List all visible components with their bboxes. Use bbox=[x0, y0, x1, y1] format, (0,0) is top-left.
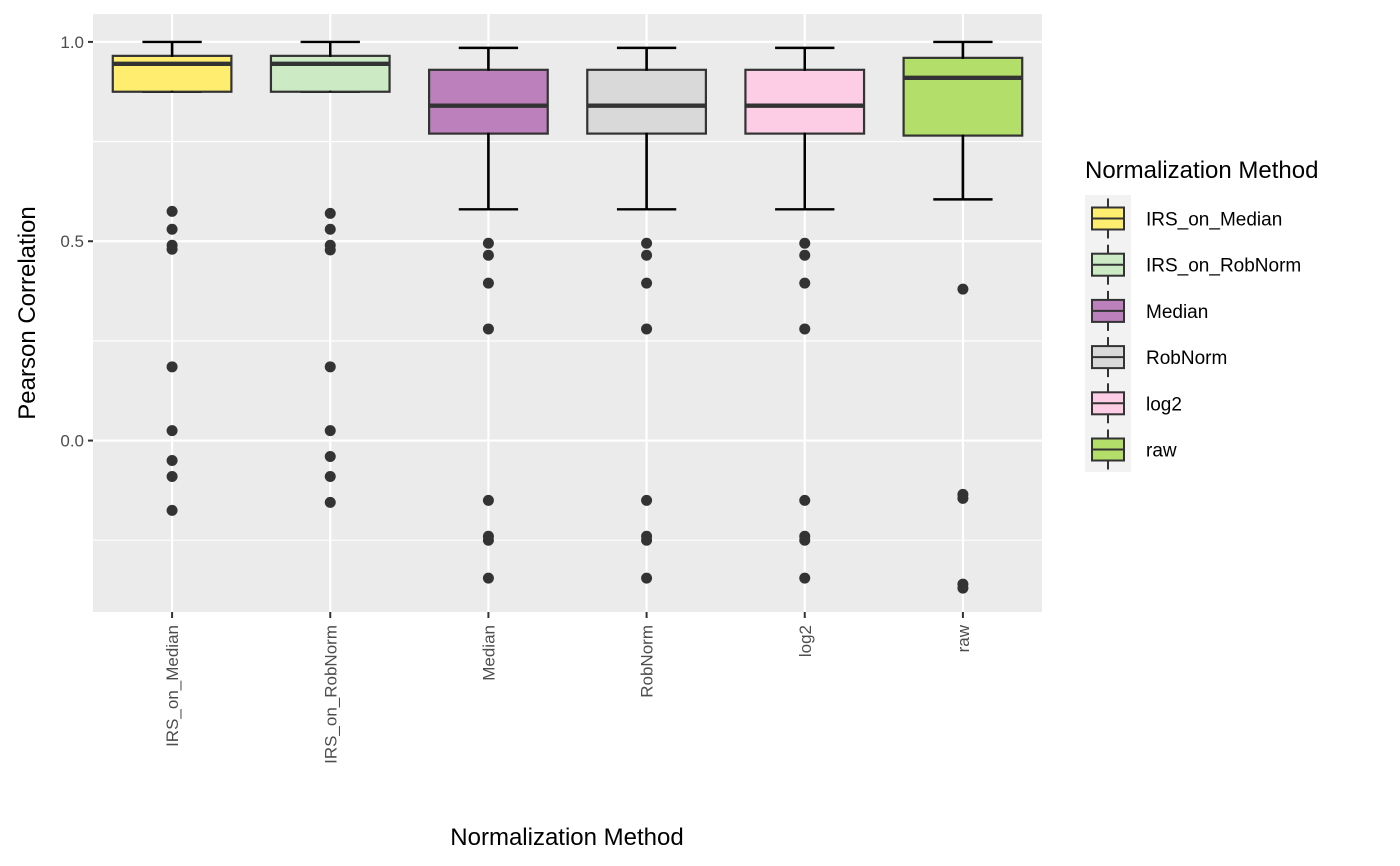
box-raw bbox=[902, 40, 1024, 594]
outlier-point bbox=[957, 283, 969, 295]
legend-item-log2: log2 bbox=[1091, 383, 1182, 424]
box-RobNorm bbox=[586, 46, 707, 584]
y-axis: 0.0 0.5 1.0 bbox=[60, 33, 93, 451]
outlier-point bbox=[641, 249, 653, 261]
outlier-point bbox=[324, 244, 336, 256]
legend-item-RobNorm: RobNorm bbox=[1091, 337, 1227, 378]
x-tick-label: IRS_on_RobNorm bbox=[321, 625, 340, 764]
y-tick-label: 0.5 bbox=[60, 232, 84, 251]
legend-item-IRS_on_Median: IRS_on_Median bbox=[1091, 198, 1282, 239]
x-tick-label: Median bbox=[479, 625, 498, 681]
y-tick-label: 1.0 bbox=[60, 33, 84, 52]
outlier-point bbox=[324, 470, 336, 482]
box-body bbox=[744, 68, 866, 135]
x-tick-label: raw bbox=[954, 624, 973, 652]
outlier-point bbox=[166, 470, 178, 482]
outlier-point bbox=[324, 207, 336, 219]
legend-label: Median bbox=[1146, 302, 1208, 323]
outlier-point bbox=[324, 451, 336, 463]
outlier-point bbox=[166, 425, 178, 437]
outlier-point bbox=[799, 494, 811, 506]
y-tick-label: 0.0 bbox=[60, 432, 84, 451]
legend-label: log2 bbox=[1146, 394, 1182, 415]
outlier-point bbox=[957, 582, 969, 594]
y-axis-title: Pearson Correlation bbox=[14, 206, 41, 419]
outlier-point bbox=[324, 223, 336, 235]
box-body bbox=[586, 68, 707, 135]
outlier-point bbox=[641, 494, 653, 506]
x-tick-label: RobNorm bbox=[638, 625, 657, 698]
outlier-point bbox=[799, 277, 811, 289]
legend-item-raw: raw bbox=[1091, 429, 1177, 470]
legend-label: RobNorm bbox=[1146, 348, 1227, 369]
box-body bbox=[269, 54, 391, 93]
outlier-point bbox=[482, 494, 494, 506]
outlier-point bbox=[641, 534, 653, 546]
box-IRS_on_Median bbox=[111, 40, 233, 516]
x-tick-label: log2 bbox=[796, 625, 815, 657]
outlier-point bbox=[166, 243, 178, 255]
plot-panel bbox=[93, 14, 1042, 612]
outlier-point bbox=[799, 534, 811, 546]
box-Median bbox=[428, 46, 549, 584]
outlier-point bbox=[799, 237, 811, 249]
outlier-point bbox=[166, 455, 178, 467]
outlier-point bbox=[482, 237, 494, 249]
outlier-point bbox=[482, 249, 494, 261]
outlier-point bbox=[641, 277, 653, 289]
legend-title: Normalization Method bbox=[1085, 157, 1318, 184]
box-IRS_on_RobNorm bbox=[269, 40, 391, 508]
outlier-point bbox=[166, 504, 178, 516]
legend-label: raw bbox=[1146, 441, 1177, 462]
outlier-point bbox=[482, 323, 494, 335]
x-axis: IRS_on_Median IRS_on_RobNorm Median RobNorm… bbox=[163, 612, 973, 764]
legend-label: IRS_on_Median bbox=[1146, 210, 1282, 231]
legend-label: IRS_on_RobNorm bbox=[1146, 256, 1301, 277]
box-body bbox=[902, 56, 1024, 137]
outlier-point bbox=[166, 361, 178, 373]
outlier-point bbox=[799, 572, 811, 584]
legend: Normalization Method IRS_on_Median IRS_on… bbox=[1085, 157, 1318, 472]
outlier-point bbox=[482, 277, 494, 289]
box-log2 bbox=[744, 46, 866, 584]
outlier-point bbox=[799, 249, 811, 261]
outlier-point bbox=[324, 361, 336, 373]
box-body bbox=[111, 54, 233, 93]
outlier-point bbox=[482, 572, 494, 584]
box-body bbox=[428, 68, 549, 135]
outlier-point bbox=[641, 572, 653, 584]
x-tick-label: IRS_on_Median bbox=[163, 625, 182, 747]
outlier-point bbox=[641, 237, 653, 249]
outlier-point bbox=[324, 496, 336, 508]
outlier-point bbox=[641, 323, 653, 335]
boxes-layer bbox=[111, 40, 1024, 594]
legend-item-IRS_on_RobNorm: IRS_on_RobNorm bbox=[1091, 244, 1301, 285]
x-axis-title: Normalization Method bbox=[450, 824, 683, 851]
outlier-point bbox=[324, 425, 336, 437]
outlier-point bbox=[957, 492, 969, 504]
outlier-point bbox=[166, 205, 178, 217]
outlier-point bbox=[482, 534, 494, 546]
outlier-point bbox=[799, 323, 811, 335]
outlier-point bbox=[166, 223, 178, 235]
legend-key-background bbox=[1085, 195, 1131, 472]
legend-item-Median: Median bbox=[1091, 290, 1208, 331]
